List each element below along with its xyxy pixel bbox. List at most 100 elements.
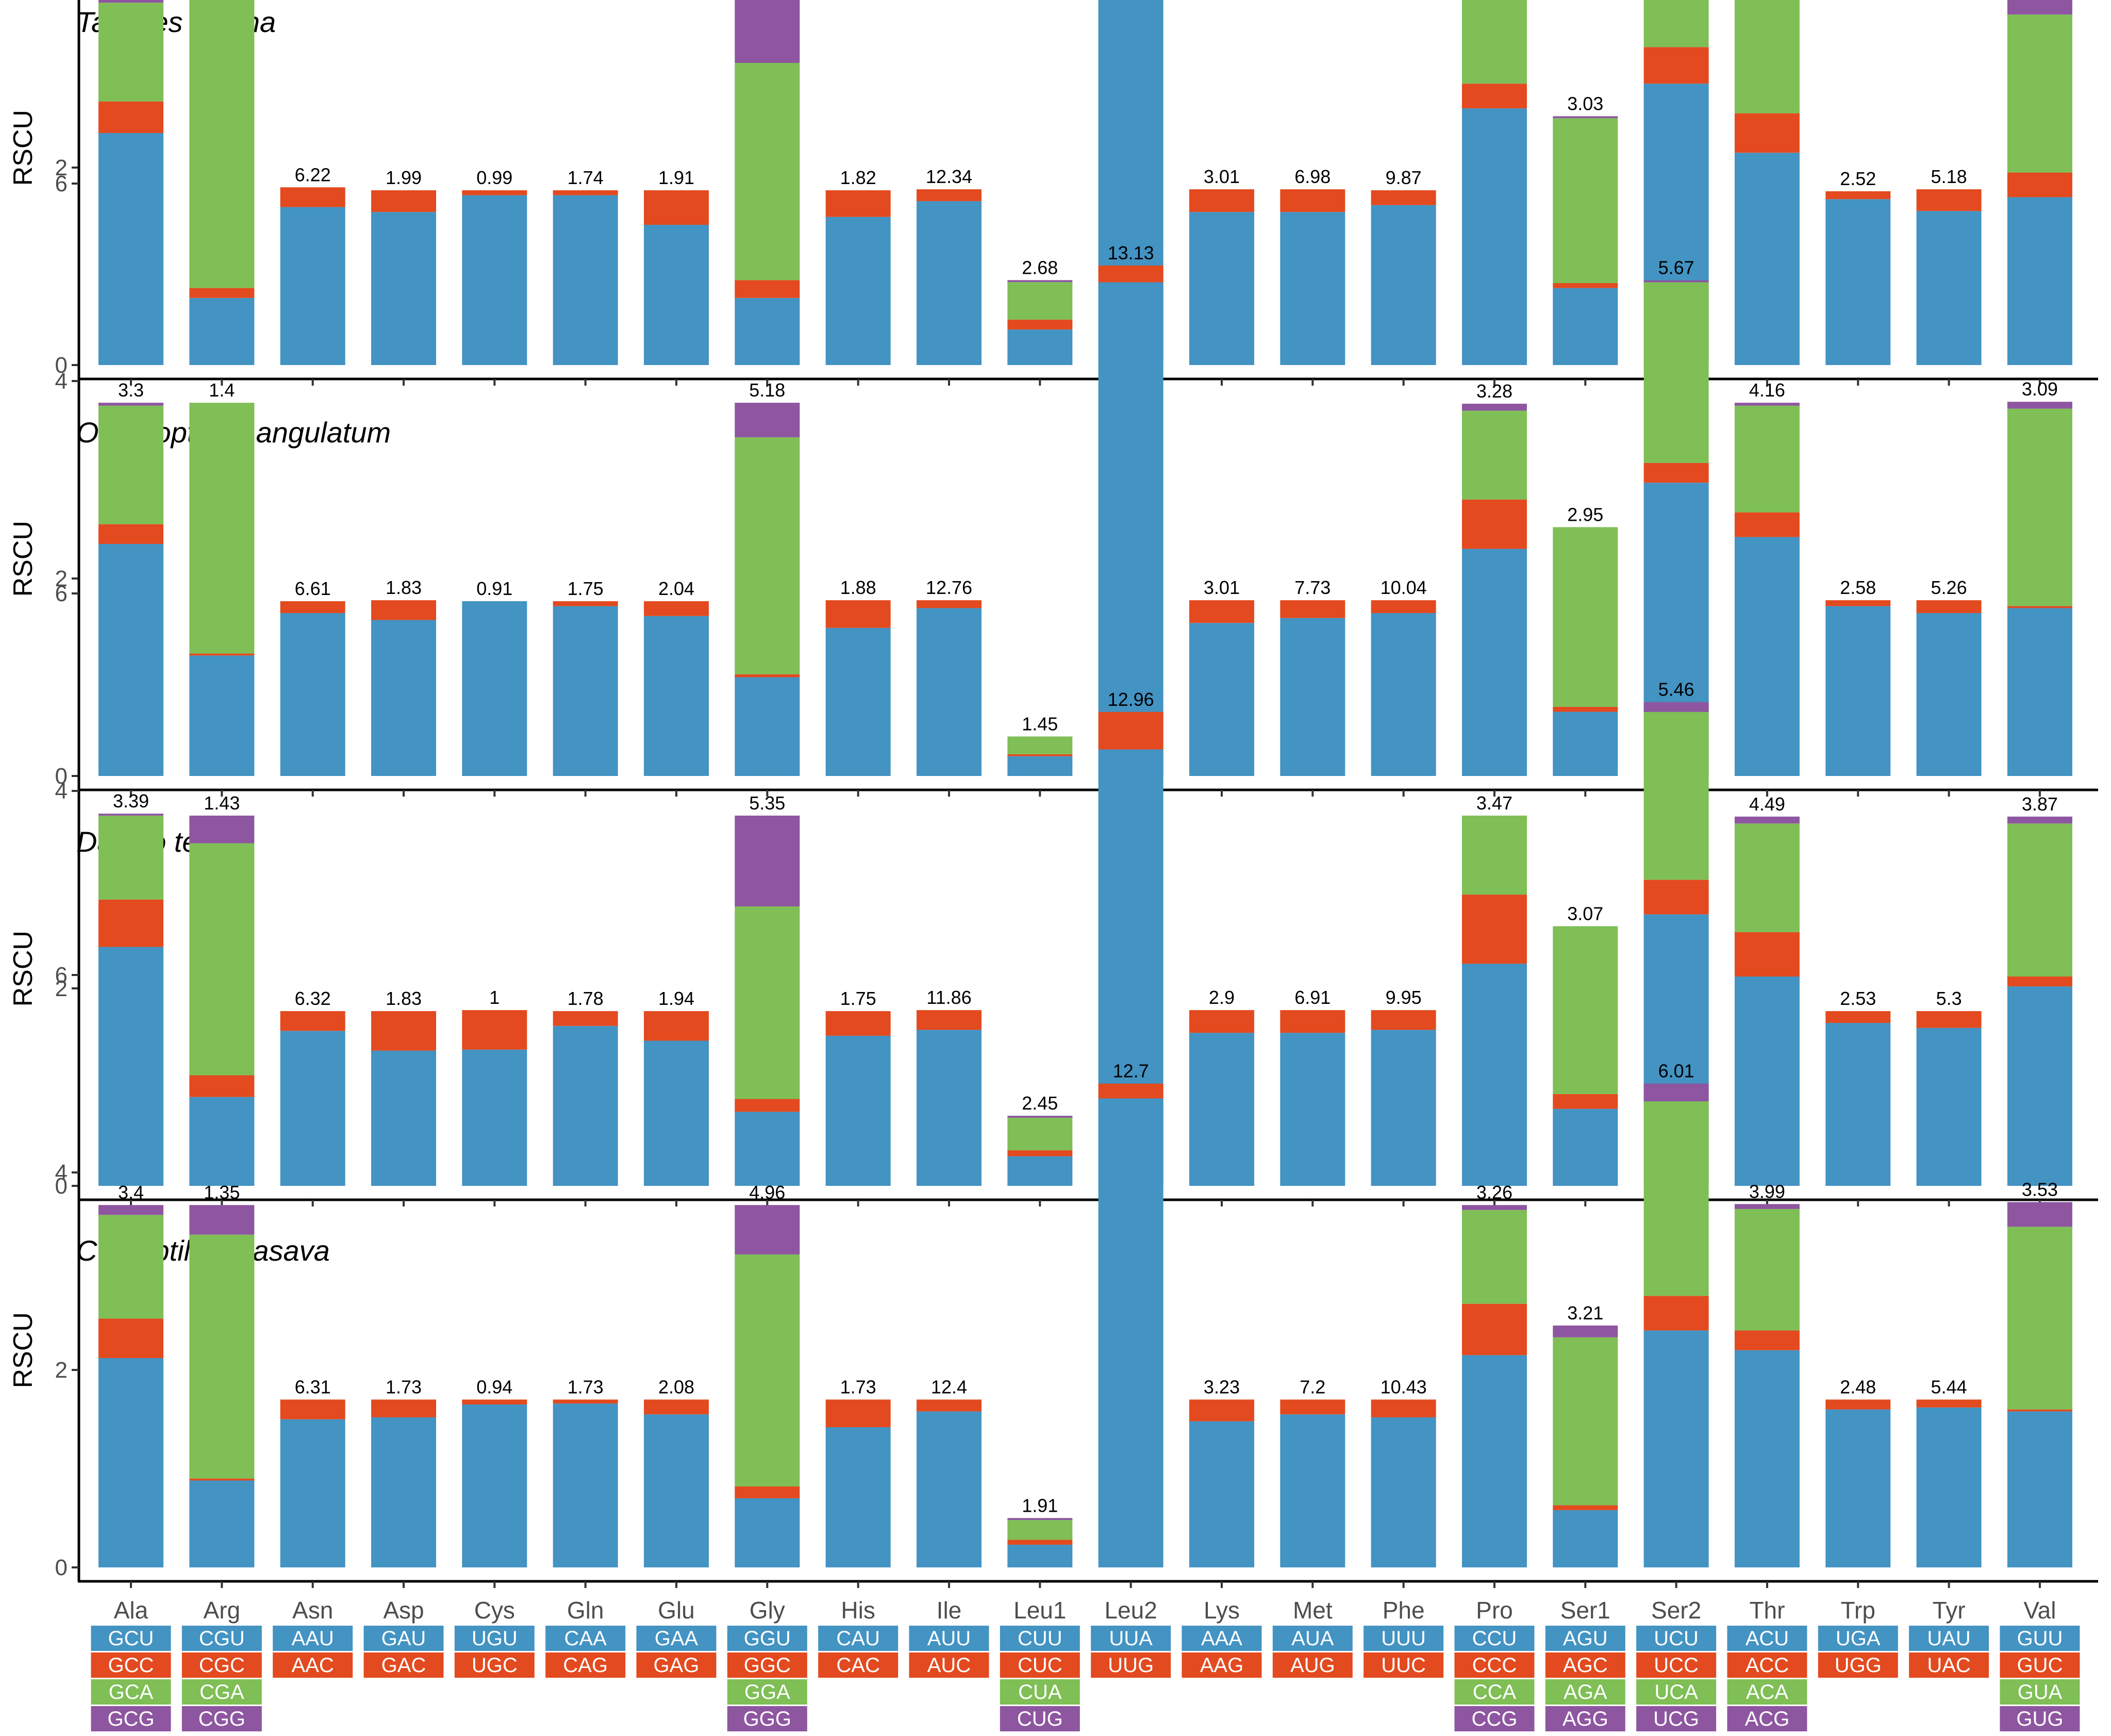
codon-label-aau: AAU <box>292 1627 334 1650</box>
bar-segment-asn-aac <box>280 601 345 614</box>
bar-segment-ser2-ucc <box>1643 880 1709 915</box>
bar-segment-ser2-ucg <box>1643 1083 1709 1102</box>
codon-label-guc: GUC <box>2017 1654 2063 1677</box>
data-label-cys: 0.91 <box>476 578 512 599</box>
codon-box-ucc <box>1636 1652 1717 1678</box>
codon-box-uga <box>1818 1626 1898 1651</box>
data-label-leu2: 13.13 <box>1108 242 1154 263</box>
bar-segment-glu-gaa <box>643 1414 709 1567</box>
x-tick-label-val: Val <box>2023 1597 2056 1624</box>
data-label-ile: 12.76 <box>926 577 972 598</box>
codon-label-uua: UUA <box>1109 1627 1153 1650</box>
codon-label-ccg: CCG <box>1472 1708 1518 1730</box>
codon-label-aag: AAG <box>1200 1654 1243 1677</box>
bar-segment-leu1-cua <box>1007 1520 1073 1540</box>
bar-segment-asp-gac <box>371 600 436 620</box>
bar-segment-gly-ggu <box>735 1112 800 1186</box>
bar-segment-cys-ugu <box>462 601 527 776</box>
data-label-asn: 6.31 <box>295 1376 331 1397</box>
y-axis-label: RSCU <box>8 110 38 186</box>
codon-group-thr: ACU ACC ACA ACG <box>1727 1626 1807 1731</box>
codon-label-cgc: CGC <box>199 1654 245 1677</box>
codon-label-ucc: UCC <box>1654 1654 1699 1677</box>
data-label-glu: 2.04 <box>658 578 694 599</box>
codon-group-lys: AAA AAG <box>1182 1626 1262 1678</box>
codon-legend: GCUGCCGCAGCGCGUCGCCGACGGAAUAACGAUGACUGUU… <box>91 1626 2080 1731</box>
bar-segment-asn-aau <box>280 207 345 365</box>
bar-segment-val-guu <box>2007 986 2072 1186</box>
bar-segment-thr-acc <box>1734 113 1800 153</box>
codon-label-cuu: CUU <box>1018 1627 1062 1650</box>
bar-segment-ile-auu <box>916 1411 982 1567</box>
bar-segment-leu1-cuu <box>1007 329 1073 365</box>
codon-label-cag: CAG <box>563 1654 608 1677</box>
bar-segment-arg-cgu <box>189 297 255 365</box>
bar-segment-tyr-uau <box>1916 211 1982 365</box>
bar-segment-val-gug <box>2007 402 2072 409</box>
codon-box-aac <box>273 1652 353 1678</box>
data-label-glu: 2.08 <box>658 1376 694 1397</box>
bar-segment-val-guc <box>2007 1409 2072 1412</box>
bar-segment-ser1-agg <box>1553 116 1618 119</box>
bar-segment-ala-gcu <box>98 1358 163 1567</box>
codon-box-cgc <box>181 1652 262 1678</box>
codon-box-cgu <box>181 1626 262 1651</box>
bar-segment-tyr-uac <box>1916 600 1982 614</box>
bar-segment-gly-gga <box>735 906 800 1099</box>
x-tick-label-glu: Glu <box>658 1597 695 1624</box>
bar-segment-ser2-ucc <box>1643 462 1709 483</box>
bar-segment-cys-ugc <box>462 1010 527 1050</box>
codon-box-ugu <box>454 1626 535 1651</box>
data-label-asp: 1.83 <box>386 577 422 598</box>
bar-segment-lys-aag <box>1189 189 1254 212</box>
bar-segment-ile-auc <box>916 1010 982 1030</box>
bar-segment-ala-gcg <box>98 0 163 3</box>
bar-segment-his-cau <box>825 627 891 776</box>
y-tick-label: 6 <box>55 963 68 988</box>
codon-box-acg <box>1727 1706 1807 1731</box>
data-label-leu2: 12.96 <box>1108 689 1154 710</box>
bar-segment-ala-gca <box>98 405 163 524</box>
codon-box-aug <box>1272 1652 1353 1678</box>
panel-2: Odontoptilum angulatumRSCU02463.31.46.61… <box>8 163 2098 797</box>
bar-segment-tyr-uac <box>1916 189 1982 211</box>
bar-segment-trp-ugg <box>1825 1399 1891 1410</box>
codon-label-uuu: UUU <box>1381 1627 1426 1650</box>
codon-box-ccg <box>1454 1706 1535 1731</box>
bar-segment-ser1-agu <box>1553 1510 1618 1567</box>
data-label-phe: 10.04 <box>1381 577 1427 598</box>
data-label-asp: 1.83 <box>386 988 422 1009</box>
codon-box-guc <box>2000 1652 2080 1678</box>
bar-segment-pro-cca <box>1461 410 1527 500</box>
codon-box-uug <box>1091 1652 1171 1678</box>
bar-segment-gln-cag <box>553 1011 618 1026</box>
bar-segment-leu1-cua <box>1007 736 1073 754</box>
bar-segment-ala-gcc <box>98 524 163 544</box>
codon-label-ccu: CCU <box>1472 1627 1517 1650</box>
codon-box-uac <box>1909 1652 1989 1678</box>
codon-box-uua <box>1091 1626 1171 1651</box>
bar-segment-gly-ggc <box>735 674 800 677</box>
codon-label-ugg: UGG <box>1835 1654 1882 1677</box>
bar-segment-cys-ugc <box>462 1399 527 1405</box>
codon-label-cac: CAC <box>836 1654 879 1677</box>
y-tick-label: 6 <box>55 171 68 196</box>
data-label-glu: 1.94 <box>658 988 694 1009</box>
bar-segment-thr-acg <box>1734 1204 1800 1209</box>
x-tick-label-ser2: Ser2 <box>1651 1597 1701 1624</box>
bar-segment-ile-auc <box>916 189 982 202</box>
bar-segment-cys-ugu <box>462 1049 527 1186</box>
bar-segment-gly-ggc <box>735 1099 800 1112</box>
data-label-thr: 4.49 <box>1749 793 1785 815</box>
bar-segment-phe-uuc <box>1371 1399 1436 1417</box>
bar-segment-ile-auu <box>916 608 982 776</box>
y-axis-label: RSCU <box>8 1312 38 1388</box>
bar-segment-met-aug <box>1280 1399 1345 1415</box>
bar-segment-thr-aca <box>1734 0 1800 113</box>
codon-label-ugc: UGC <box>472 1654 518 1677</box>
codon-label-gca: GCA <box>109 1681 154 1704</box>
bar-segment-lys-aag <box>1189 1010 1254 1033</box>
panel-4: Ctenoptilum vasavaRSCU02463.4Ala1.35Arg6… <box>8 954 2098 1624</box>
bar-segment-val-guc <box>2007 172 2072 197</box>
codon-label-acc: ACC <box>1746 1654 1789 1677</box>
